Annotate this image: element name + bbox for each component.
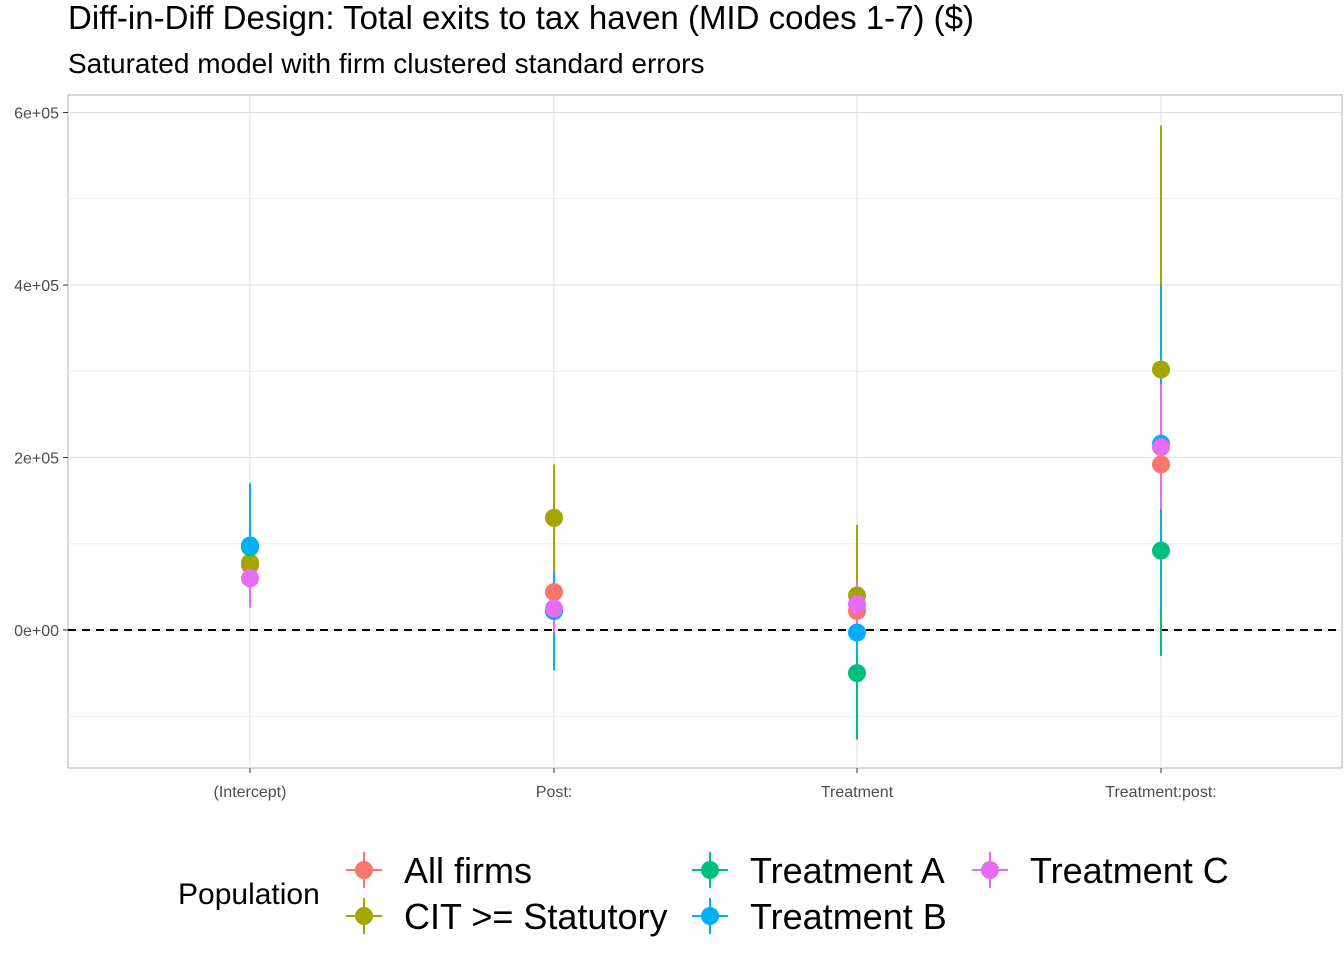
data-point: [1152, 438, 1170, 457]
legend: Population All firms CIT >= Statutory Treat…: [178, 850, 1229, 937]
x-tick-label: (Intercept): [214, 784, 287, 801]
legend-key-point: [701, 861, 719, 879]
legend-key-point: [355, 861, 373, 879]
data-point: [1152, 541, 1170, 560]
data-point: [545, 508, 563, 527]
data-point: [241, 569, 259, 588]
x-tick-label: Treatment:post:: [1105, 784, 1216, 801]
legend-key-point: [701, 907, 719, 925]
data-point: [1152, 360, 1170, 379]
legend-label: Treatment A: [750, 850, 945, 891]
y-tick-label: 2e+05: [14, 451, 59, 468]
y-tick-label: 0e+00: [14, 623, 59, 640]
legend-title: Population: [178, 878, 320, 911]
data-point: [848, 664, 866, 683]
legend-item: CIT >= Statutory: [346, 896, 667, 937]
data-point: [241, 536, 259, 555]
panel-border: [67, 94, 1343, 769]
legend-key-point: [355, 907, 373, 925]
legend-label: CIT >= Statutory: [404, 896, 667, 937]
legend-label: Treatment C: [1030, 850, 1229, 891]
grid-lines: [67, 94, 1343, 769]
y-tick-label: 6e+05: [14, 106, 59, 123]
axes: 0e+00 2e+05 4e+05 6e+05 (Intercept) Post: Trea…: [14, 106, 1217, 802]
y-tick-label: 4e+05: [14, 278, 59, 295]
data-point: [241, 553, 259, 572]
legend-item: Treatment C: [972, 850, 1229, 891]
data-point: [848, 595, 866, 614]
legend-item: All firms: [346, 850, 532, 891]
x-tick-label: Treatment: [821, 784, 894, 801]
legend-label: Treatment B: [750, 896, 947, 937]
legend-item: Treatment B: [692, 896, 947, 937]
legend-item: Treatment A: [692, 850, 945, 891]
data-points: [241, 360, 1170, 683]
x-tick-label: Post:: [536, 784, 572, 801]
legend-label: All firms: [404, 850, 532, 891]
data-point: [1152, 455, 1170, 474]
legend-key-point: [981, 861, 999, 879]
data-point: [848, 623, 866, 642]
data-point: [545, 599, 563, 618]
chart-subtitle: Saturated model with firm clustered stan…: [68, 48, 705, 79]
chart-title: Diff-in-Diff Design: Total exits to tax …: [68, 0, 975, 36]
error-bars: [249, 125, 1162, 740]
data-point: [545, 583, 563, 602]
